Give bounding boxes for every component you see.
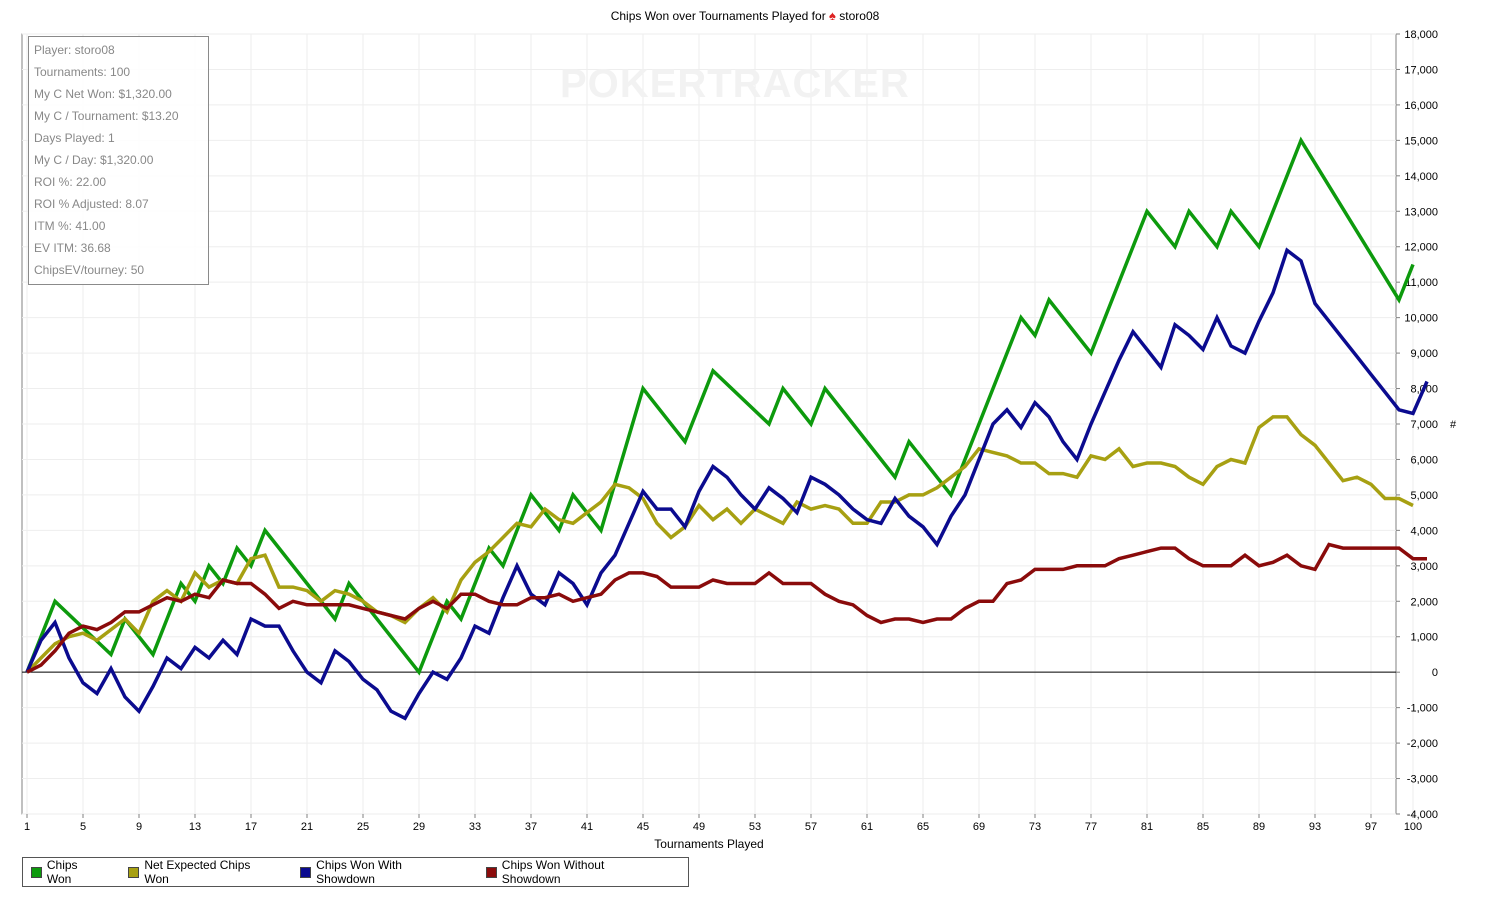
x-tick-label: 73	[1029, 821, 1041, 833]
x-tick-label: 33	[469, 821, 481, 833]
legend-label: Chips Won Without Showdown	[501, 858, 605, 886]
x-tick-label: 53	[749, 821, 761, 833]
y-tick-label: 16,000	[1404, 100, 1438, 112]
spade-icon: ♠	[829, 8, 836, 23]
x-tick-label: 25	[357, 821, 369, 833]
series-chips-won	[25, 136, 1415, 676]
x-tick-label: 97	[1365, 821, 1377, 833]
x-tick-label: 21	[301, 821, 313, 833]
y-axis-label: #	[1450, 419, 1457, 431]
legend-item-with-showdown[interactable]: Chips Won With Showdown	[300, 858, 462, 886]
player-name: storo08	[839, 9, 880, 23]
y-tick-label: 10,000	[1404, 313, 1438, 325]
x-tick-label: 61	[861, 821, 873, 833]
x-axis-label: Tournaments Played	[654, 837, 763, 851]
x-tick-label: 93	[1309, 821, 1321, 833]
y-tick-label: 7,000	[1410, 419, 1438, 431]
y-tick-label: -1,000	[1407, 703, 1438, 715]
stat-roi-adjusted: ROI % Adjusted: 8.07	[34, 197, 149, 211]
x-tick-label: 65	[917, 821, 929, 833]
x-tick-label: 37	[525, 821, 537, 833]
stat-net-won: My C Net Won: $1,320.00	[34, 87, 172, 101]
y-tick-label: 6,000	[1410, 454, 1438, 466]
x-tick-label: 69	[973, 821, 985, 833]
stat-tournaments: Tournaments: 100	[34, 65, 131, 79]
x-tick-label: 57	[805, 821, 817, 833]
legend-item-without-showdown[interactable]: Chips Won Without Showdown	[485, 858, 664, 886]
x-tick-label: 13	[189, 821, 201, 833]
y-tick-label: 9,000	[1410, 348, 1438, 360]
stat-player: Player: storo08	[34, 43, 115, 57]
y-tick-label: 12,000	[1404, 242, 1438, 254]
chart-title-text: Chips Won over Tournaments Played for	[610, 9, 826, 23]
y-tick-label: -2,000	[1407, 738, 1438, 750]
legend-label: Chips Won	[46, 858, 78, 886]
legend-swatch	[31, 866, 42, 878]
x-tick-label: 77	[1085, 821, 1097, 833]
stat-itm: ITM %: 41.00	[34, 219, 106, 233]
y-tick-label: 5,000	[1410, 490, 1438, 502]
x-tick-label: 29	[413, 821, 425, 833]
stat-days-played: Days Played: 1	[34, 131, 115, 145]
legend-label: Net Expected Chips Won	[144, 858, 251, 886]
x-tick-label: 81	[1141, 821, 1153, 833]
y-tick-label: 3,000	[1410, 561, 1438, 573]
stat-per-day: My C / Day: $1,320.00	[34, 153, 154, 167]
y-tick-label: 13,000	[1404, 206, 1438, 218]
x-tick-label: 100	[1404, 821, 1422, 833]
x-tick-label: 41	[581, 821, 593, 833]
y-tick-label: 14,000	[1404, 171, 1438, 183]
x-tick-label: 9	[136, 821, 142, 833]
series-net-expected	[25, 415, 1414, 674]
series-without-showdown	[26, 542, 1427, 674]
legend-swatch	[485, 866, 497, 878]
legend-swatch	[128, 866, 140, 878]
y-tick-label: -3,000	[1407, 774, 1438, 786]
stat-per-tournament: My C / Tournament: $13.20	[34, 109, 179, 123]
x-tick-label: 89	[1253, 821, 1265, 833]
series-with-showdown	[25, 247, 1429, 721]
legend-label: Chips Won With Showdown	[316, 858, 402, 886]
x-tick-label: 45	[637, 821, 649, 833]
x-tick-label: 85	[1197, 821, 1209, 833]
x-tick-label: 5	[80, 821, 86, 833]
y-tick-label: 1,000	[1410, 632, 1438, 644]
y-tick-label: -4,000	[1407, 809, 1438, 821]
x-tick-label: 17	[245, 821, 257, 833]
chart-legend: Chips Won Net Expected Chips Won Chips W…	[22, 857, 689, 887]
y-tick-label: 0	[1432, 667, 1438, 679]
legend-item-chips-won[interactable]: Chips Won	[31, 858, 104, 886]
y-tick-label: 2,000	[1410, 596, 1438, 608]
legend-item-net-expected[interactable]: Net Expected Chips Won	[128, 858, 276, 886]
y-tick-label: 11,000	[1405, 277, 1438, 289]
stats-panel: Player: storo08 Tournaments: 100 My C Ne…	[28, 36, 209, 285]
stat-chipsev: ChipsEV/tourney: 50	[34, 263, 145, 277]
x-tick-label: 1	[24, 821, 30, 833]
stat-ev-itm: EV ITM: 36.68	[34, 241, 111, 255]
y-tick-label: 4,000	[1410, 525, 1438, 537]
pokertracker-watermark: POKERTRACKER	[560, 62, 910, 106]
chart-title: Chips Won over Tournaments Played for ♠ …	[0, 8, 1490, 23]
y-tick-label: 18,000	[1404, 29, 1438, 41]
y-tick-label: 15,000	[1404, 135, 1438, 147]
legend-swatch	[300, 866, 312, 878]
y-tick-label: 17,000	[1404, 64, 1438, 76]
x-tick-label: 49	[693, 821, 705, 833]
stat-roi: ROI %: 22.00	[34, 175, 107, 189]
